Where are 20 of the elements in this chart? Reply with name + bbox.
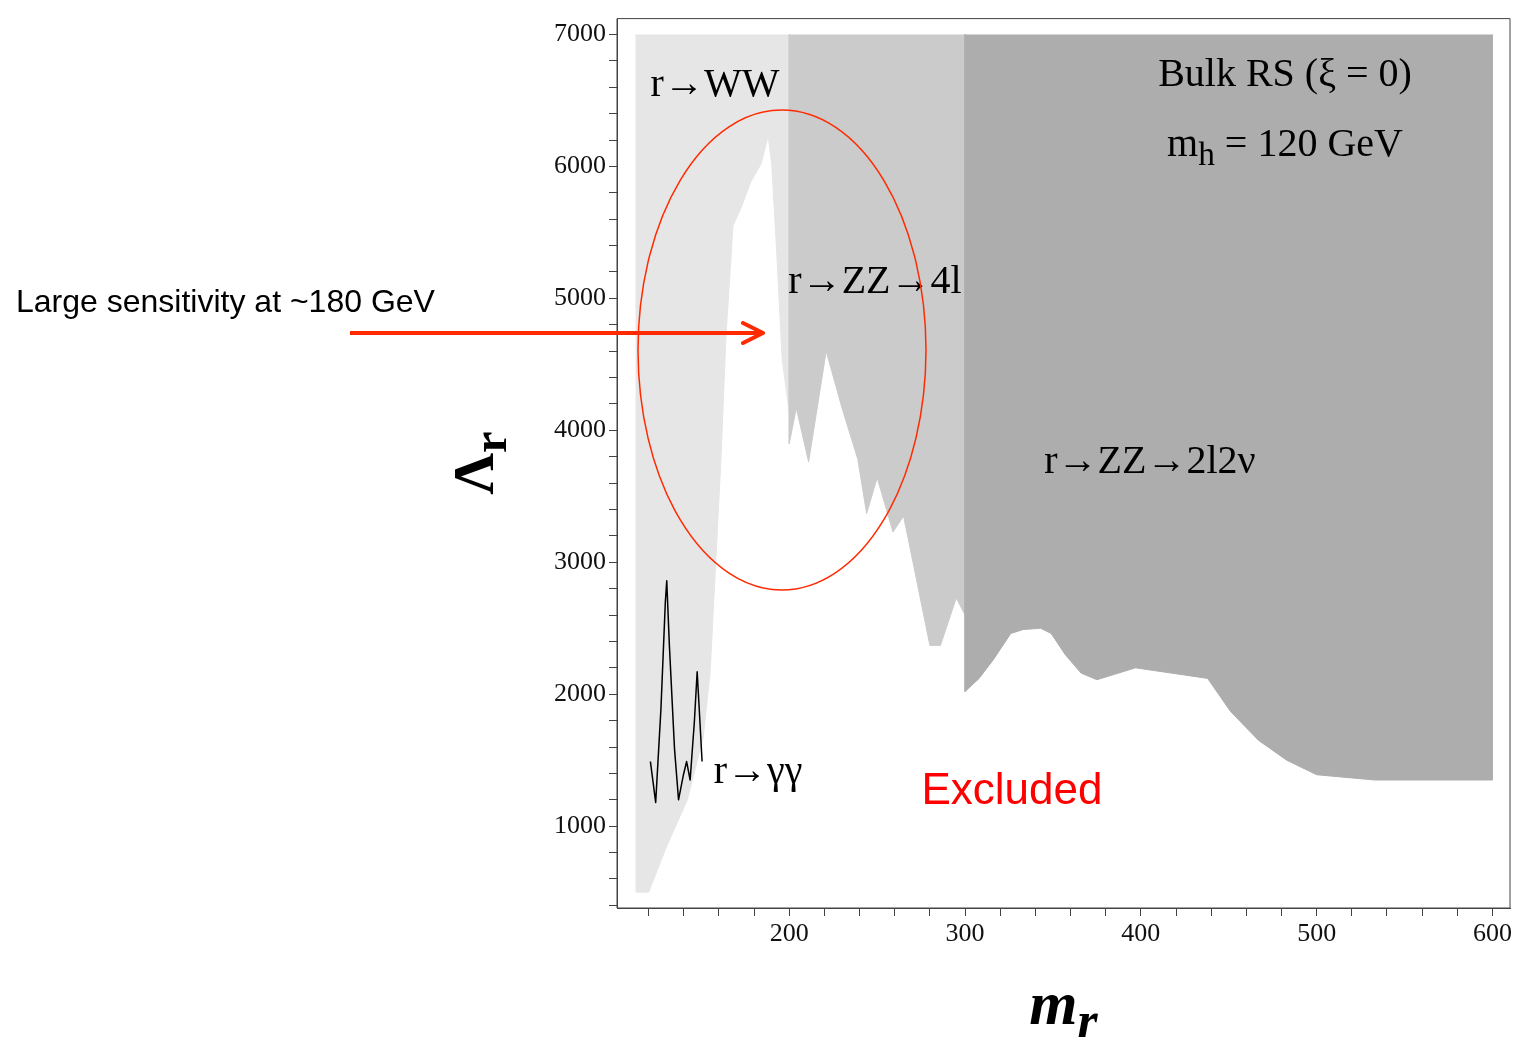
y-tick-label: 2000	[554, 678, 606, 708]
x-tick-label: 600	[1472, 918, 1512, 948]
x-tick-label: 400	[1121, 918, 1161, 948]
annotation: r→ZZ→2l2ν	[1043, 436, 1257, 483]
annotation: m$_{h}$ = 120 GeV	[1166, 119, 1404, 173]
annotation: Bulk RS (ξ = 0)	[1157, 49, 1413, 96]
y-tick-label: 5000	[554, 282, 606, 312]
annotation: r→WW	[649, 59, 781, 106]
x-tick-label: 200	[769, 918, 809, 948]
y-tick-label: 4000	[554, 414, 606, 444]
y-tick-label: 1000	[554, 810, 606, 840]
y-tick-label: 3000	[554, 546, 606, 576]
y-tick-label: 7000	[554, 18, 606, 48]
x-axis-title: m$_{r}$	[1028, 968, 1099, 1050]
y-tick-label: 6000	[554, 150, 606, 180]
text: Large sensitivity at ~180 GeV	[16, 283, 435, 320]
annotation: Excluded	[920, 764, 1104, 814]
x-tick-label: 500	[1297, 918, 1337, 948]
annotation: r→γγ	[713, 747, 803, 792]
x-tick-label: 300	[945, 918, 985, 948]
